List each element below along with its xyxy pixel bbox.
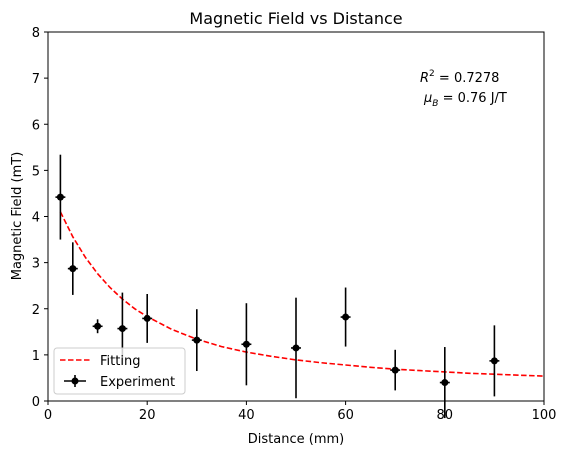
svg-text:μB = 0.76 J/T: μB = 0.76 J/T [423, 91, 507, 109]
svg-text:R2 = 0.7278: R2 = 0.7278 [420, 69, 499, 86]
legend: Fitting Experiment [53, 347, 186, 395]
y-tick-label: 8 [32, 26, 40, 41]
data-marker [391, 366, 399, 374]
y-tick-label: 5 [32, 164, 40, 179]
y-tick-label: 0 [32, 395, 40, 410]
experiment-point [92, 319, 103, 334]
x-tick-label: 100 [532, 408, 557, 423]
r2-superscript: 2 [429, 69, 435, 79]
legend-experiment-swatch [64, 375, 86, 387]
annotation-mu-b: μB = 0.76 J/T [423, 91, 507, 109]
data-marker [292, 344, 300, 352]
data-marker [490, 357, 498, 365]
experiment-point [489, 325, 500, 397]
r2-value: = 0.7278 [435, 71, 500, 86]
experiment-point [191, 309, 202, 372]
data-marker [193, 336, 201, 344]
data-marker [441, 379, 449, 387]
data-marker [56, 193, 64, 201]
y-tick-label: 4 [32, 211, 40, 226]
experiment-point [142, 293, 153, 343]
x-axis-label: Distance (mm) [248, 432, 344, 447]
experiment-point [439, 347, 450, 419]
x-tick-label: 60 [337, 408, 354, 423]
mu-symbol: μ [423, 91, 432, 106]
legend-fitting-label: Fitting [100, 354, 140, 369]
x-tick-label: 20 [139, 408, 156, 423]
y-tick-label: 1 [32, 349, 40, 364]
y-tick-label: 6 [32, 118, 40, 133]
experiment-point [340, 287, 351, 347]
experiment-point [241, 303, 252, 386]
data-marker [118, 325, 126, 333]
mu-value: = 0.76 J/T [438, 91, 506, 106]
y-axis: 0 1 2 3 4 5 6 7 8 [32, 26, 48, 410]
y-tick-label: 3 [32, 257, 40, 272]
plot-marks [55, 154, 545, 419]
r2-symbol: R [420, 71, 429, 86]
data-marker [69, 265, 77, 273]
x-tick-label: 40 [238, 408, 255, 423]
y-tick-label: 7 [32, 72, 40, 87]
experiment-point [55, 154, 66, 240]
data-marker [143, 314, 151, 322]
y-tick-label: 2 [32, 303, 40, 318]
x-tick-label: 80 [437, 408, 454, 423]
y-axis-label: Magnetic Field (mT) [10, 152, 25, 281]
x-axis: 0 20 40 60 80 100 [44, 401, 557, 423]
annotation-r-squared: R2 = 0.7278 [420, 69, 499, 86]
x-tick-label: 0 [44, 408, 52, 423]
experiment-point [291, 297, 301, 399]
data-marker [94, 322, 102, 330]
experiment-point [67, 242, 78, 295]
mu-subscript: B [432, 99, 438, 109]
chart-title: Magnetic Field vs Distance [189, 9, 402, 28]
legend-experiment-label: Experiment [100, 375, 175, 390]
data-marker [342, 313, 350, 321]
data-marker [242, 340, 250, 348]
fitting-curve [59, 211, 545, 377]
experiment-point [390, 349, 401, 391]
